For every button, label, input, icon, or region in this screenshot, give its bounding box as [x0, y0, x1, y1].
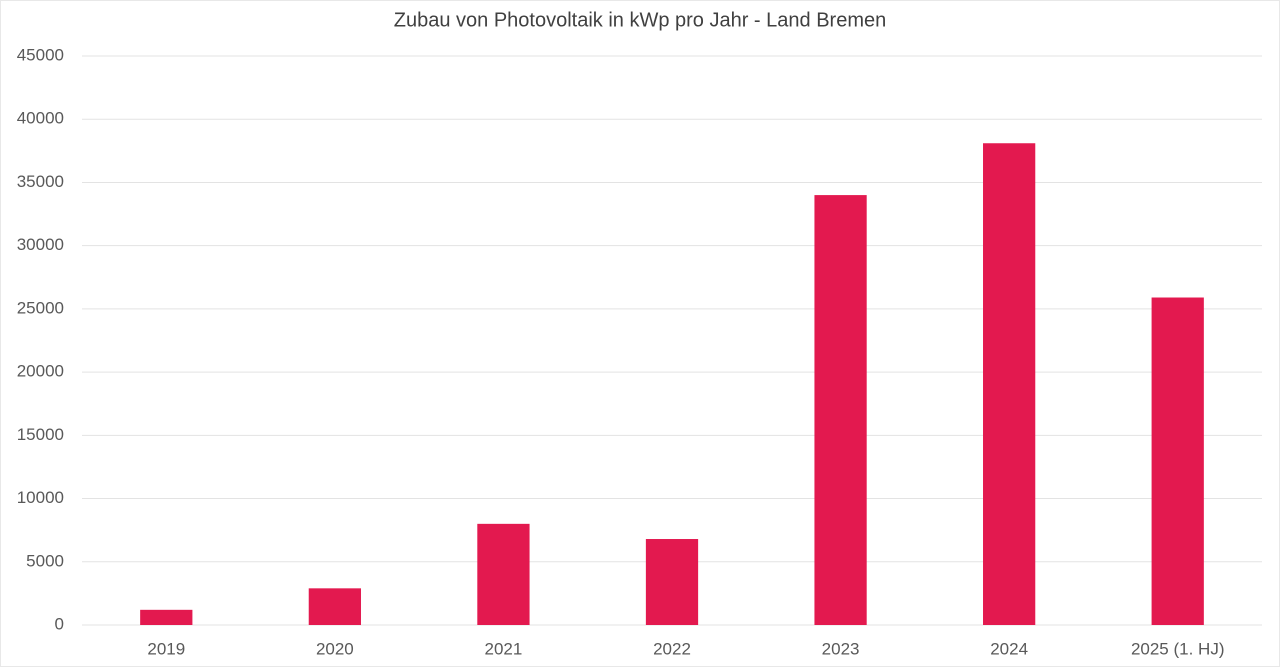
x-tick-label: 2024	[990, 639, 1028, 658]
x-tick-label: 2022	[653, 639, 691, 658]
y-tick-label: 40000	[17, 109, 64, 128]
chart-title: Zubau von Photovoltaik in kWp pro Jahr -…	[394, 9, 886, 31]
bar	[140, 609, 193, 625]
y-tick-label: 25000	[17, 298, 64, 317]
bar	[308, 588, 361, 625]
y-tick-label: 10000	[17, 488, 64, 507]
x-tick-label: 2020	[316, 639, 354, 658]
x-tick-label: 2025 (1. HJ)	[1131, 639, 1225, 658]
y-tick-label: 45000	[17, 45, 64, 64]
y-tick-label: 5000	[26, 551, 64, 570]
bar	[477, 523, 530, 625]
y-tick-label: 15000	[17, 425, 64, 444]
bar	[814, 195, 867, 626]
y-tick-label: 20000	[17, 362, 64, 381]
bar	[1151, 297, 1204, 625]
x-tick-label: 2019	[147, 639, 185, 658]
y-tick-label: 35000	[17, 172, 64, 191]
y-tick-label: 30000	[17, 235, 64, 254]
y-tick-label: 0	[55, 614, 64, 633]
x-tick-label: 2023	[822, 639, 860, 658]
x-tick-label: 2021	[485, 639, 523, 658]
bar	[645, 539, 699, 625]
bar	[983, 143, 1036, 625]
